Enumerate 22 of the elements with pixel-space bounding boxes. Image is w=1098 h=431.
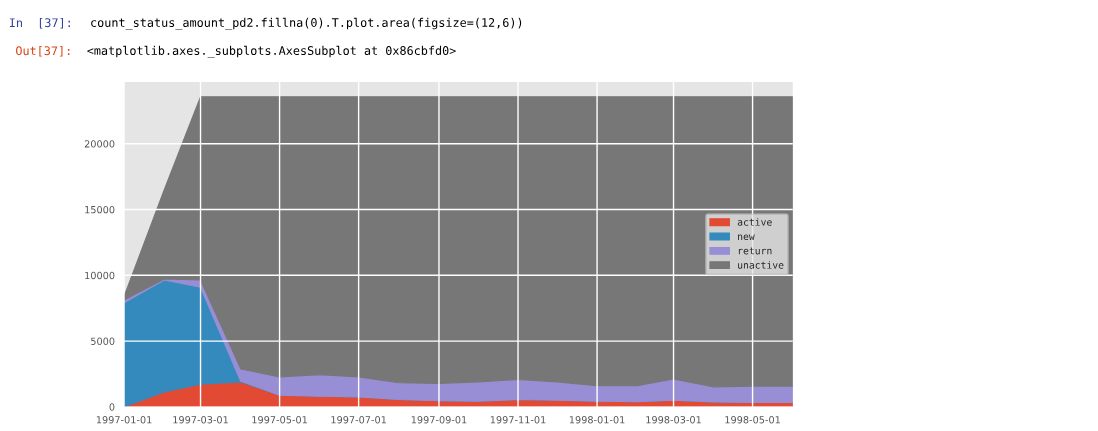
x-tick-label: 1997-07-01	[331, 416, 386, 424]
x-tick-label: 1998-03-01	[646, 416, 701, 424]
text: <matplotlib.axes._subplots.AxesSubplot at 0x86cbfd0>	[87, 45, 456, 58]
x-tick-label: 1997-09-01	[411, 416, 467, 424]
y-tick-label: 15000	[85, 205, 115, 214]
x-tick-label: 1998-05-01	[725, 416, 780, 424]
y-tick-label: 10000	[85, 271, 115, 280]
legend-label: active	[737, 218, 772, 226]
x-tick-label: 1998-01-01	[569, 416, 625, 424]
text: In [37]:	[9, 18, 70, 29]
x-tick-label: 1997-11-01	[490, 416, 546, 424]
x-tick-label: 1997-03-01	[173, 416, 228, 424]
text: Out[37]:	[16, 46, 70, 57]
y-tick-label: 20000	[84, 140, 115, 148]
y-tick-label: 5000	[91, 337, 115, 345]
legend-label: return	[738, 247, 772, 255]
text: count_status_amount_pd2.fillna(0).T.plot.area(figsize=(12,6))	[91, 17, 522, 30]
legend-label: new	[738, 234, 755, 241]
x-tick-label: 1997-05-01	[252, 416, 307, 424]
x-tick-label: 1997-01-01	[96, 416, 152, 424]
y-tick-label: 0	[109, 403, 115, 411]
legend-label: unactive	[738, 261, 784, 269]
